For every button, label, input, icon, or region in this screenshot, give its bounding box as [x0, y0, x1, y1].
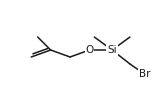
- Text: Br: Br: [139, 69, 150, 79]
- Text: Si: Si: [107, 45, 117, 55]
- Text: O: O: [85, 45, 94, 55]
